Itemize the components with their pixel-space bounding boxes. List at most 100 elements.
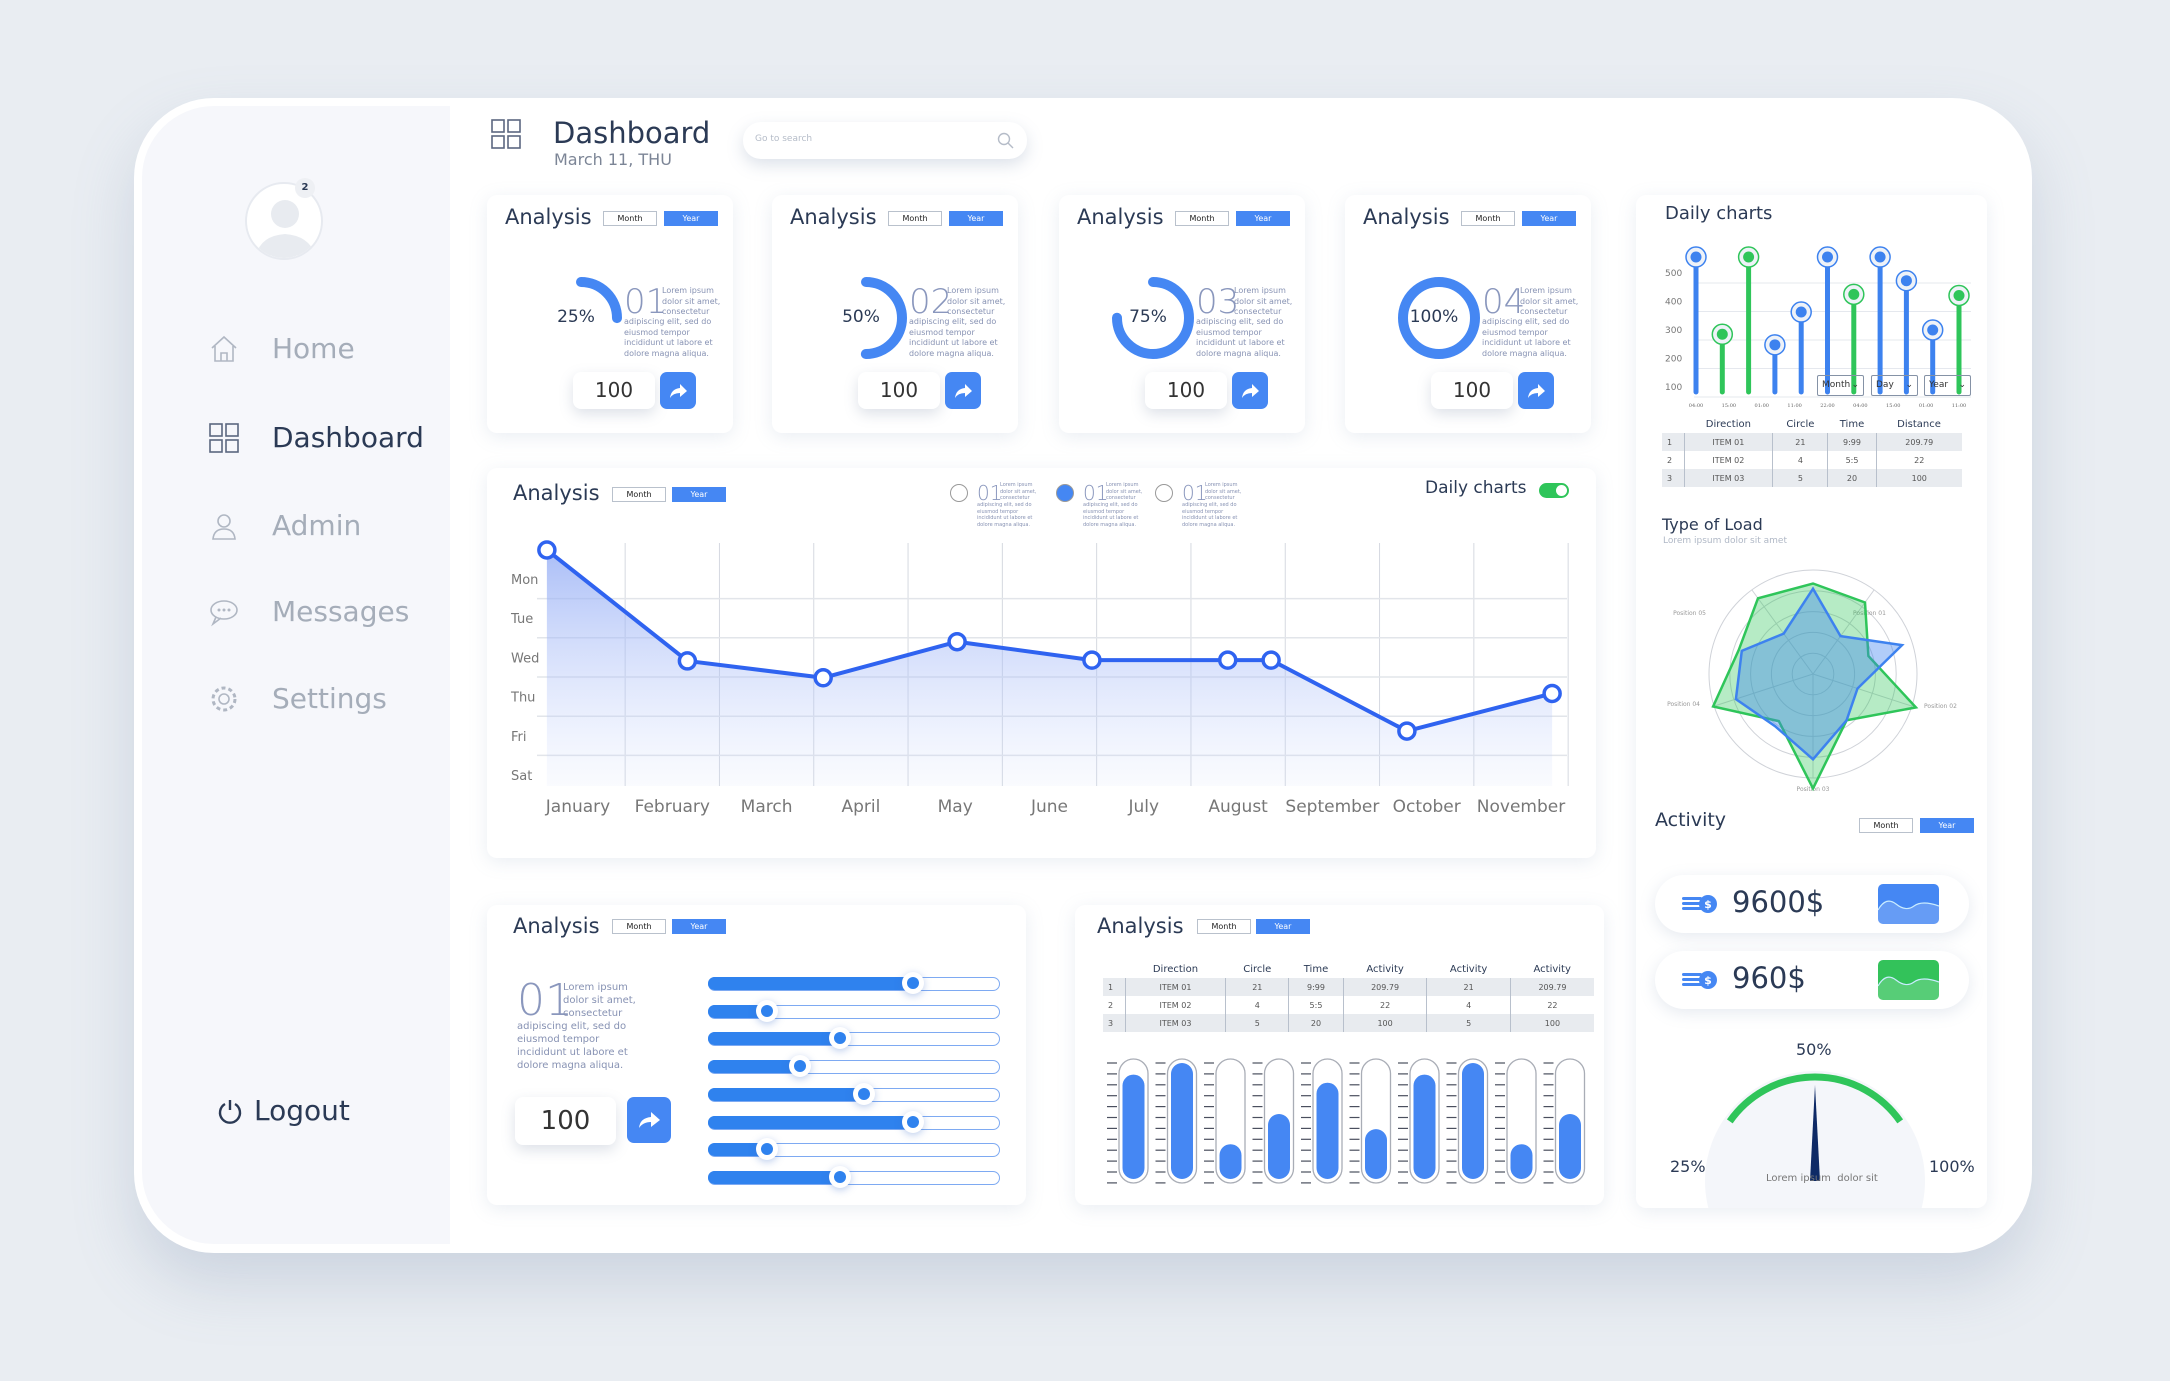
item-number: 01 (624, 282, 668, 322)
data-point[interactable] (537, 540, 557, 560)
forward-button[interactable] (627, 1097, 671, 1143)
value-input[interactable]: 100 (573, 372, 655, 409)
forward-button[interactable] (660, 372, 696, 409)
value-input[interactable]: 100 (515, 1097, 616, 1145)
radio-button[interactable] (1155, 484, 1173, 502)
column-header (1103, 960, 1125, 978)
year-button[interactable]: Year (672, 487, 726, 502)
sidebar-item-settings[interactable]: Settings (208, 682, 387, 715)
daily-bar-chart: 100 200 300 400 500 04:00 15:00 01:00 11:00 22:00… (1665, 246, 1971, 409)
column-header: Distance (1897, 418, 1941, 430)
dropdown-day[interactable]: Day ⌄ (1871, 375, 1918, 396)
data-point[interactable] (947, 631, 967, 652)
slider-track[interactable] (708, 1055, 1000, 1078)
amount-value: 9600$ (1732, 885, 1825, 919)
radio-option[interactable]: 01 Lorem ipsum dolor sit amet, consectetu… (950, 480, 1062, 540)
value-input[interactable]: 100 (858, 372, 940, 409)
year-button[interactable]: Year (672, 919, 726, 934)
radio-button[interactable] (1056, 484, 1074, 502)
year-button[interactable]: Year (664, 211, 718, 226)
table-row[interactable]: 1 ITEM 01 21 9:99 209.79 21 209.79 (1103, 978, 1594, 996)
sidebar-item-dashboard[interactable]: Dashboard (208, 421, 424, 454)
slider-track[interactable] (708, 972, 1000, 994)
slider-handle[interactable] (788, 1055, 811, 1078)
data-point[interactable] (1542, 683, 1562, 704)
month-button[interactable]: Month (1175, 211, 1229, 226)
slider-track[interactable] (708, 1138, 1000, 1161)
table-row[interactable]: 2 ITEM 02 4 5:5 22 (1662, 451, 1962, 469)
amount-card[interactable]: $960$ (1655, 951, 1969, 1009)
slider-handle[interactable] (829, 1165, 852, 1188)
table-row[interactable]: 1 ITEM 01 21 9:99 209.79 (1662, 433, 1962, 451)
year-button[interactable]: Year (1522, 211, 1576, 226)
table-cell: 3 (1103, 1014, 1125, 1032)
chevron-down-icon: ⌄ (1958, 380, 1966, 390)
search-input[interactable]: Go to search (743, 122, 1027, 159)
amount-card[interactable]: $9600$ (1655, 875, 1969, 933)
year-button[interactable]: Year (1920, 818, 1974, 833)
bar-fill (1510, 1144, 1533, 1179)
area-fill (546, 549, 1553, 786)
data-point[interactable] (1261, 650, 1281, 670)
year-button[interactable]: Year (1256, 919, 1310, 934)
sidebar-item-home[interactable]: Home (208, 332, 355, 365)
year-button[interactable]: Year (1236, 211, 1290, 226)
slider-handle[interactable] (852, 1082, 875, 1105)
bar-marker-dot (1953, 290, 1965, 302)
month-button[interactable]: Month (603, 211, 657, 226)
sidebar-item-admin[interactable]: Admin (208, 509, 361, 542)
month-button[interactable]: Month (1197, 919, 1251, 934)
value-input[interactable]: 100 (1145, 372, 1227, 409)
forward-button[interactable] (1518, 372, 1554, 409)
slider-track[interactable] (708, 1027, 1000, 1050)
daily-charts-toggle[interactable] (1539, 483, 1569, 498)
month-button[interactable]: Month (612, 919, 666, 934)
radio-option[interactable]: 01 Lorem ipsum dolor sit amet, consectetu… (1056, 480, 1168, 540)
data-point[interactable] (813, 668, 833, 688)
bar-fill (1122, 1074, 1145, 1179)
sidebar-item-messages[interactable]: Messages (208, 595, 409, 628)
value-input[interactable]: 100 (1431, 372, 1513, 409)
slider-fill (708, 1004, 767, 1018)
column-header: Circle (1786, 418, 1815, 430)
table-cell: 5 (1772, 469, 1828, 487)
logout-button[interactable]: Logout (216, 1094, 350, 1127)
radio-option[interactable]: 01 Lorem ipsum dolor sit amet, consectetu… (1155, 480, 1267, 540)
analysis-stat-card: Analysis Month Year 100% 04 Lorem ipsum dolor… (1345, 195, 1591, 433)
column-header: Time (1839, 418, 1865, 430)
slider-handle[interactable] (756, 1138, 779, 1161)
gauge-label-left: 25% (1670, 1157, 1706, 1176)
radio-button[interactable] (950, 484, 968, 502)
table-row[interactable]: 2 ITEM 02 4 5:5 22 4 22 (1103, 996, 1594, 1014)
data-point[interactable] (677, 651, 698, 671)
search-icon[interactable] (997, 132, 1015, 150)
month-button[interactable]: Month (1859, 818, 1913, 833)
forward-button[interactable] (945, 372, 981, 409)
slider-track[interactable] (708, 999, 1000, 1022)
slider-handle[interactable] (829, 1027, 852, 1050)
x-tick-label: 15:00 (1722, 403, 1736, 409)
slider-track[interactable] (708, 1082, 1000, 1105)
chat-icon (208, 596, 240, 628)
data-point[interactable] (1397, 721, 1417, 741)
daily-charts-toggle-label: Daily charts (1425, 478, 1527, 498)
month-button[interactable]: Month (612, 487, 666, 502)
slider-handle[interactable] (756, 999, 779, 1022)
forward-button[interactable] (1232, 372, 1268, 409)
dropdown-year[interactable]: Year ⌄ (1924, 375, 1971, 396)
month-button[interactable]: Month (1461, 211, 1515, 226)
slider-track[interactable] (708, 1110, 1000, 1133)
month-button[interactable]: Month (888, 211, 942, 226)
option-text-a: Lorem ipsum dolor sit amet, consectetur (1000, 482, 1037, 501)
x-tick-label: October (1393, 797, 1461, 817)
dropdown-month[interactable]: Month ⌄ (1817, 375, 1864, 396)
slider-handle[interactable] (902, 1110, 925, 1133)
slider-handle[interactable] (902, 972, 925, 994)
table-row[interactable]: 3 ITEM 03 5 20 100 5 100 (1103, 1014, 1594, 1032)
year-button[interactable]: Year (949, 211, 1003, 226)
slider-track[interactable] (708, 1165, 1000, 1188)
data-point[interactable] (1082, 650, 1102, 670)
table-row[interactable]: 3 ITEM 03 5 20 100 (1662, 469, 1962, 487)
data-point[interactable] (1217, 650, 1238, 670)
bar-marker-dot (1743, 251, 1755, 263)
